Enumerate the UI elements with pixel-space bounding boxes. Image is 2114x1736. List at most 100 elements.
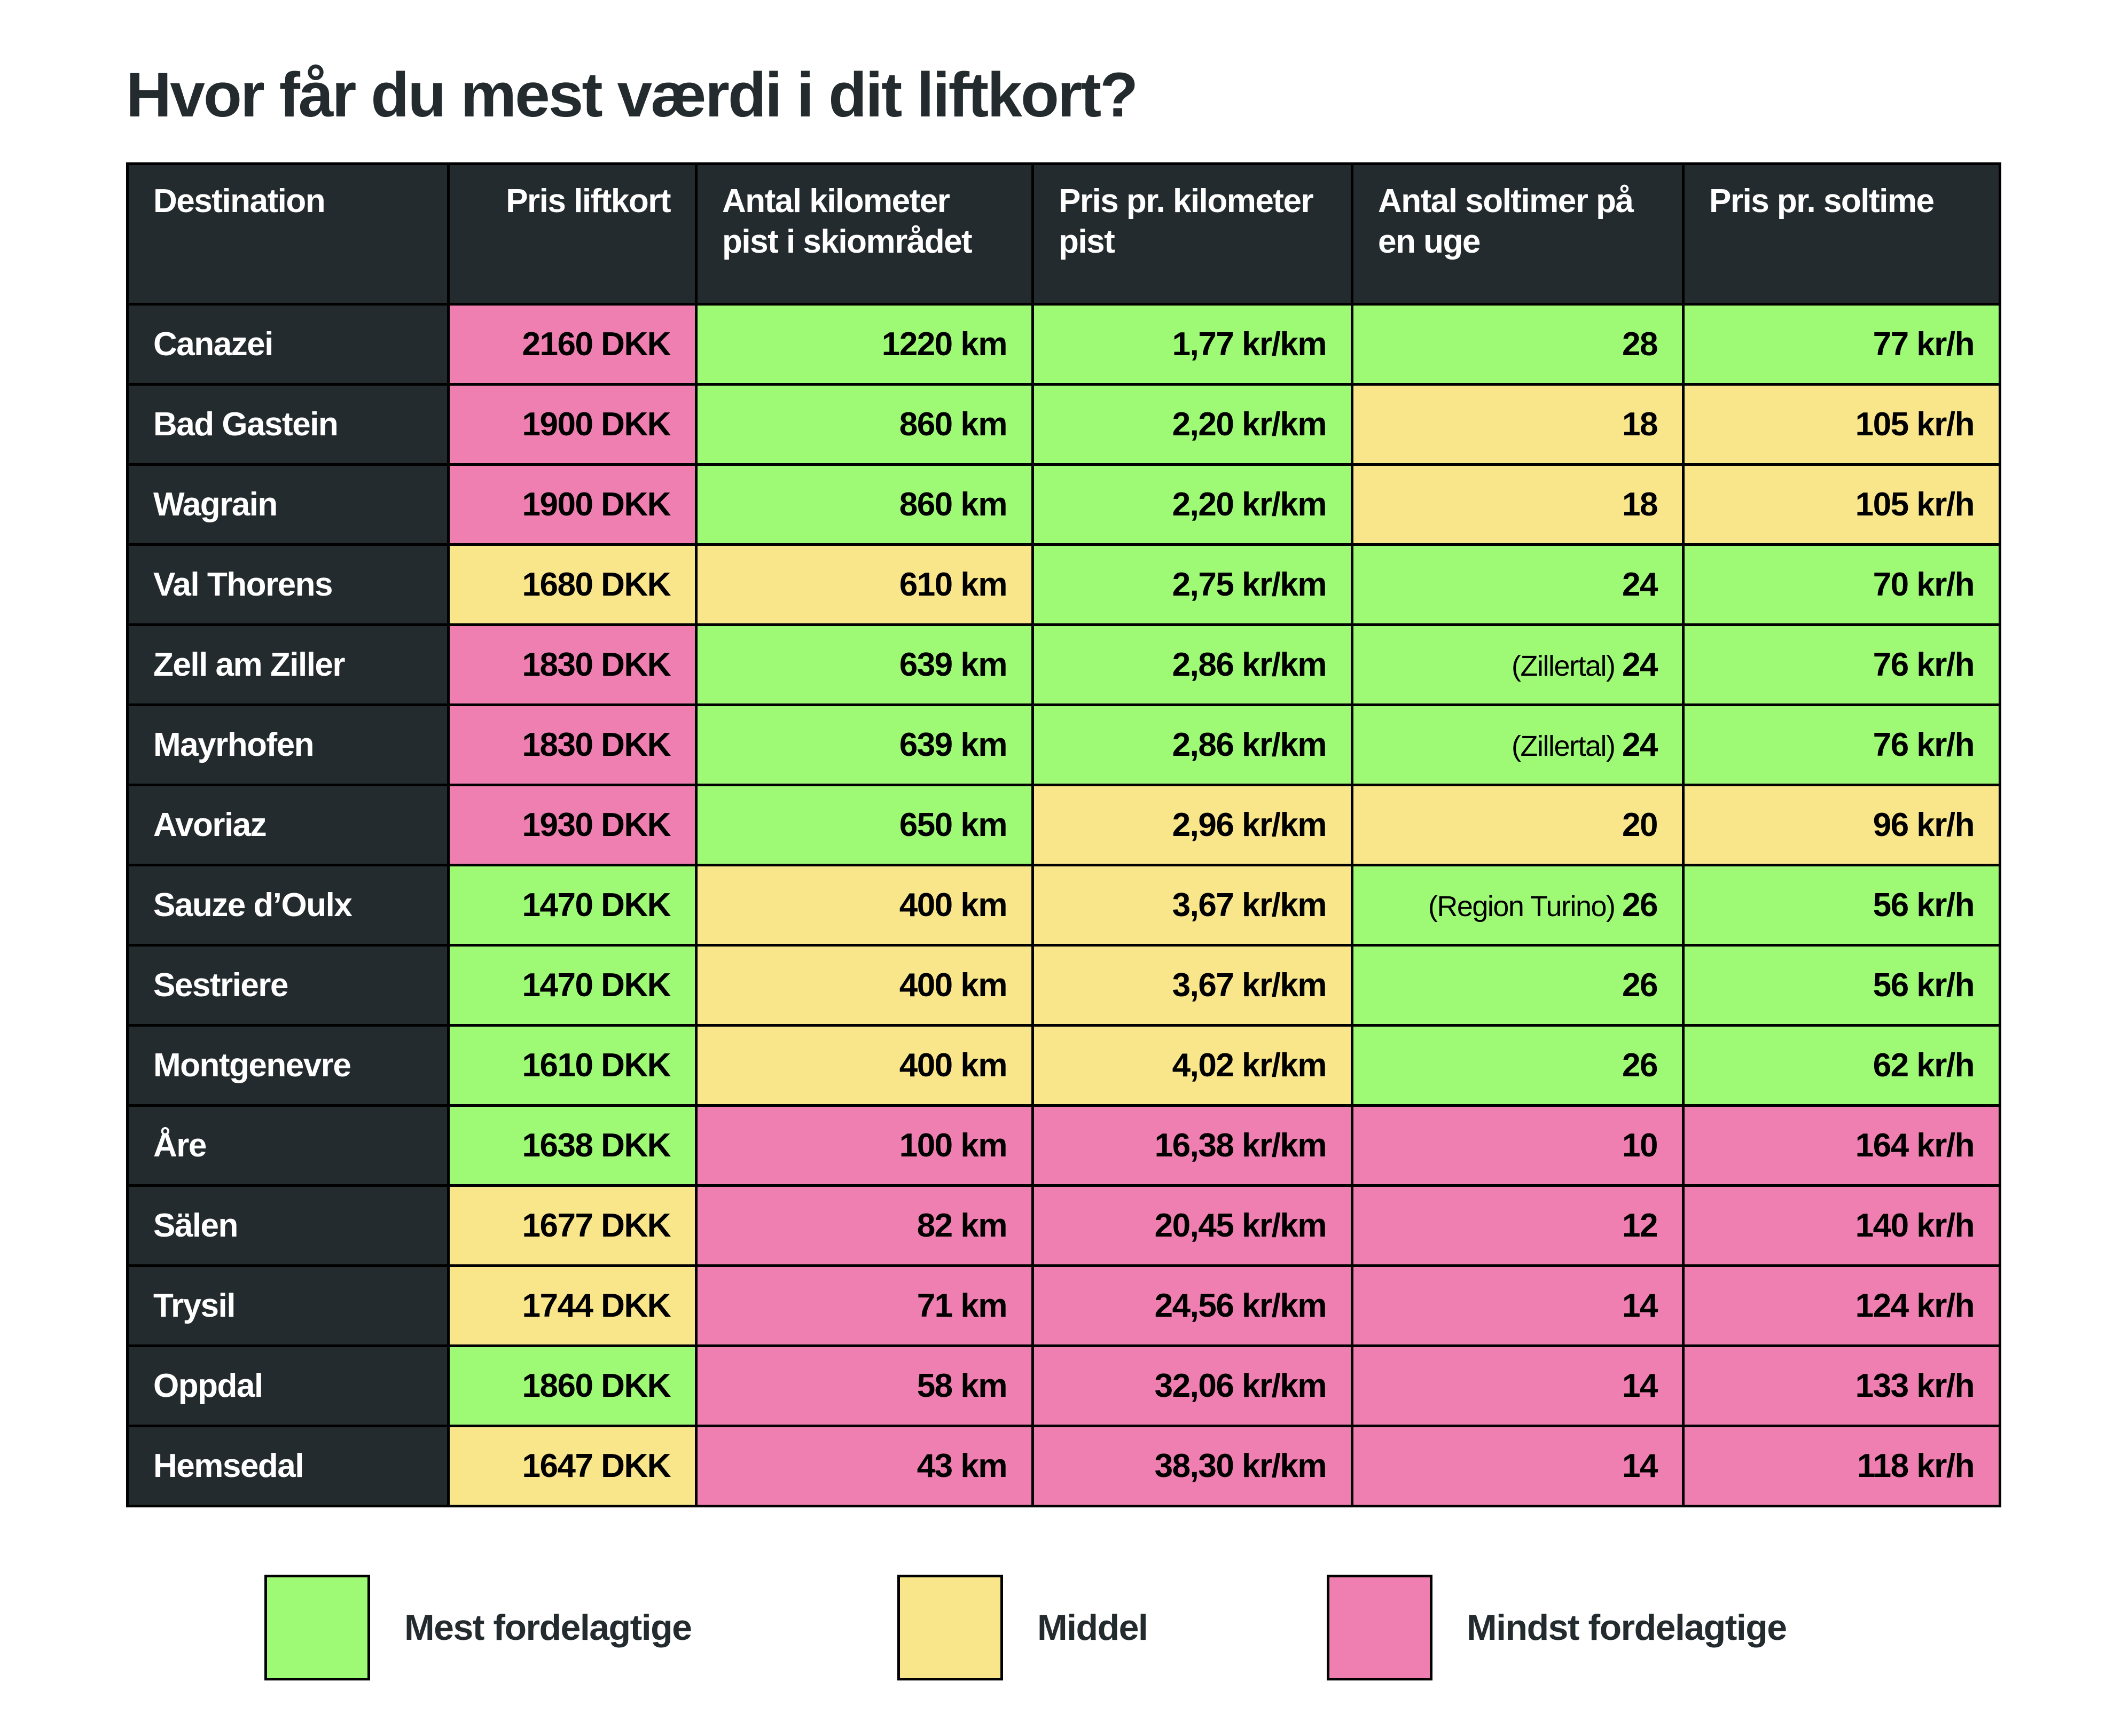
cell-price-per-sun-hour: 118 kr/h — [1682, 1425, 2001, 1507]
header-sun-hours: Antal soltimer på en uge — [1351, 162, 1685, 306]
cell-value: 56 kr/h — [1873, 967, 1975, 1004]
cell-price: 1900 DKK — [447, 383, 698, 466]
cell-value: 105 kr/h — [1855, 406, 1975, 443]
cell-price-per-sun-hour: 105 kr/h — [1682, 383, 2001, 466]
cell-value: 400 km — [899, 1047, 1008, 1084]
cell-value: 860 km — [899, 486, 1008, 523]
cell-value: 2,20 kr/km — [1172, 486, 1327, 523]
cell-price-per-sun-hour: 62 kr/h — [1682, 1024, 2001, 1107]
cell-sun-hours: 20 — [1351, 784, 1685, 866]
cell-price-per-sun-hour: 76 kr/h — [1682, 703, 2001, 786]
cell-value: 400 km — [899, 887, 1008, 924]
cell-price-per-sun-hour: 70 kr/h — [1682, 543, 2001, 626]
cell-value: 118 kr/h — [1857, 1448, 1975, 1484]
cell-value: 2,96 kr/km — [1172, 807, 1327, 843]
cell-price-per-km: 3,67 kr/km — [1031, 944, 1353, 1027]
cell-value: 14 — [1622, 1448, 1658, 1484]
cell-note: (Zillertal) — [1512, 650, 1623, 682]
cell-price: 2160 DKK — [447, 303, 698, 386]
cell-km: 1220 km — [695, 303, 1034, 386]
legend-middle: Middel — [897, 1575, 1148, 1680]
comparison-table: Destination Pris liftkort Antal kilomete… — [126, 162, 2001, 1507]
cell-destination: Sälen — [126, 1184, 450, 1267]
table-row: Avoriaz 1930 DKK 650 km 2,96 kr/km 20 96 kr/h — [126, 784, 2001, 866]
table-row: Åre 1638 DKK 100 km 16,38 kr/km 10 164 kr/h — [126, 1104, 2001, 1187]
cell-destination: Bad Gastein — [126, 383, 450, 466]
cell-price-per-km: 2,96 kr/km — [1031, 784, 1353, 866]
cell-sun-hours: 24 — [1351, 543, 1685, 626]
cell-value: 32,06 kr/km — [1154, 1367, 1327, 1404]
cell-sun-hours: (Zillertal) 24 — [1351, 703, 1685, 786]
table-row: Sälen 1677 DKK 82 km 20,45 kr/km 12 140 kr/h — [126, 1184, 2001, 1267]
header-km: Antal kilometer pist i skiområdet — [695, 162, 1034, 306]
cell-price-per-km: 2,75 kr/km — [1031, 543, 1353, 626]
cell-price-per-km: 2,86 kr/km — [1031, 623, 1353, 706]
legend-worst: Mindst fordelagtige — [1327, 1575, 1787, 1680]
cell-value: 2,20 kr/km — [1172, 406, 1327, 443]
cell-value: 2,75 kr/km — [1172, 566, 1327, 603]
cell-value: 18 — [1622, 486, 1658, 523]
cell-km: 400 km — [695, 1024, 1034, 1107]
cell-price-per-km: 38,30 kr/km — [1031, 1425, 1353, 1507]
cell-km: 82 km — [695, 1184, 1034, 1267]
cell-value: 639 km — [899, 726, 1008, 763]
cell-sun-hours: (Region Turino) 26 — [1351, 864, 1685, 947]
legend-swatch-middle — [897, 1575, 1003, 1680]
legend-swatch-best — [264, 1575, 370, 1680]
cell-value: 140 kr/h — [1855, 1207, 1975, 1244]
cell-value: Åre — [153, 1127, 207, 1164]
cell-value: 400 km — [899, 967, 1008, 1004]
cell-value: Val Thorens — [153, 566, 333, 603]
cell-price: 1680 DKK — [447, 543, 698, 626]
cell-value: 14 — [1622, 1367, 1658, 1404]
cell-km: 400 km — [695, 944, 1034, 1027]
cell-value: 2,86 kr/km — [1172, 726, 1327, 763]
cell-value: 71 km — [917, 1287, 1008, 1324]
cell-price-per-km: 32,06 kr/km — [1031, 1344, 1353, 1427]
cell-value: 133 kr/h — [1855, 1367, 1975, 1404]
table-row: Wagrain 1900 DKK 860 km 2,20 kr/km 18 105 kr/… — [126, 463, 2001, 546]
cell-price-per-sun-hour: 56 kr/h — [1682, 944, 2001, 1027]
table-row: Hemsedal 1647 DKK 43 km 38,30 kr/km 14 118 kr… — [126, 1425, 2001, 1507]
cell-value: 1220 km — [881, 326, 1008, 363]
cell-sun-hours: 14 — [1351, 1344, 1685, 1427]
cell-value: 650 km — [899, 807, 1008, 843]
cell-sun-hours: 14 — [1351, 1425, 1685, 1507]
cell-value: 4,02 kr/km — [1172, 1047, 1327, 1084]
cell-value: 18 — [1622, 406, 1658, 443]
cell-price-per-km: 2,86 kr/km — [1031, 703, 1353, 786]
cell-destination: Åre — [126, 1104, 450, 1187]
cell-price-per-sun-hour: 164 kr/h — [1682, 1104, 2001, 1187]
cell-price: 1647 DKK — [447, 1425, 698, 1507]
cell-destination: Wagrain — [126, 463, 450, 546]
cell-value: 1860 DKK — [522, 1367, 671, 1404]
cell-destination: Val Thorens — [126, 543, 450, 626]
cell-value: 2,86 kr/km — [1172, 646, 1327, 683]
cell-price: 1638 DKK — [447, 1104, 698, 1187]
legend-swatch-worst — [1327, 1575, 1432, 1680]
cell-km: 860 km — [695, 463, 1034, 546]
cell-sun-hours: 26 — [1351, 1024, 1685, 1107]
cell-sun-hours: 10 — [1351, 1104, 1685, 1187]
cell-value: 3,67 kr/km — [1172, 967, 1327, 1004]
cell-price: 1470 DKK — [447, 864, 698, 947]
cell-price-per-sun-hour: 76 kr/h — [1682, 623, 2001, 706]
cell-price-per-sun-hour: 140 kr/h — [1682, 1184, 2001, 1267]
cell-price-per-km: 20,45 kr/km — [1031, 1184, 1353, 1267]
cell-km: 610 km — [695, 543, 1034, 626]
cell-value: 100 km — [899, 1127, 1008, 1164]
cell-price: 1830 DKK — [447, 623, 698, 706]
page-title: Hvor får du mest værdi i dit liftkort? — [126, 60, 1138, 130]
cell-price: 1610 DKK — [447, 1024, 698, 1107]
cell-value: Sälen — [153, 1207, 238, 1244]
legend-label-middle: Middel — [1037, 1607, 1148, 1648]
table-row: Sauze d’Oulx 1470 DKK 400 km 3,67 kr/km (Reg… — [126, 864, 2001, 947]
cell-price-per-km: 16,38 kr/km — [1031, 1104, 1353, 1187]
cell-km: 639 km — [695, 703, 1034, 786]
cell-value: Avoriaz — [153, 807, 267, 843]
cell-price-per-sun-hour: 96 kr/h — [1682, 784, 2001, 866]
cell-value: 26 — [1622, 887, 1658, 924]
cell-value: Montgenevre — [153, 1047, 351, 1084]
cell-note: (Region Turino) — [1428, 890, 1623, 922]
table-row: Bad Gastein 1900 DKK 860 km 2,20 kr/km 18 105… — [126, 383, 2001, 466]
